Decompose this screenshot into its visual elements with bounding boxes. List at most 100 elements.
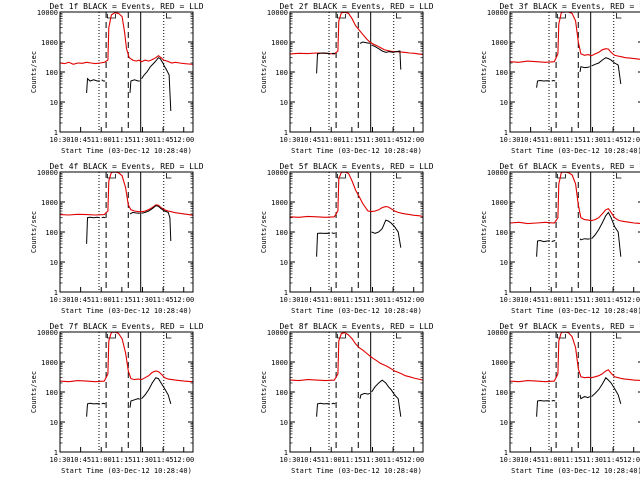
x-axis-label: Start Time (03-Dec-12 10:28:40) bbox=[511, 307, 640, 315]
series-line-red-lld bbox=[59, 171, 194, 216]
y-tick-label: 10 bbox=[280, 259, 288, 267]
y-tick-label: 10000 bbox=[267, 169, 288, 177]
x-tick-label: 12:00 bbox=[173, 456, 194, 464]
x-tick-label: 10:45 bbox=[70, 456, 91, 464]
y-tick-label: 10000 bbox=[267, 329, 288, 337]
y-tick-label: 10 bbox=[280, 419, 288, 427]
x-tick-label: 11:45 bbox=[603, 456, 624, 464]
y-tick-label: 1 bbox=[504, 289, 508, 297]
plot-frame bbox=[509, 11, 640, 133]
y-tick-label: 1000 bbox=[41, 359, 58, 367]
series-line-red-lld bbox=[509, 171, 640, 225]
series-line-black-events bbox=[371, 379, 402, 417]
x-tick-label: 11:45 bbox=[153, 456, 174, 464]
plot-frame bbox=[509, 171, 640, 293]
plot-frame bbox=[289, 11, 424, 133]
detector-panel-8: Det 8f BLACK = Events, RED = LLD Counts/s… bbox=[260, 322, 434, 475]
x-tick-label: 10:30 bbox=[279, 456, 300, 464]
plot-title: Det 1f BLACK = Events, RED = LLD bbox=[49, 2, 203, 11]
y-axis-label: Counts/sec bbox=[30, 371, 38, 413]
y-axis-label: Counts/sec bbox=[30, 211, 38, 253]
series-line-black-events bbox=[359, 41, 370, 44]
y-tick-label: 1 bbox=[504, 129, 508, 137]
series-line-black-events bbox=[141, 205, 172, 242]
x-tick-label: 12:00 bbox=[623, 296, 640, 304]
x-tick-label: 10:45 bbox=[520, 296, 541, 304]
series-line-black-events bbox=[101, 402, 106, 405]
x-tick-label: 10:30 bbox=[499, 456, 520, 464]
x-axis-label: Start Time (03-Dec-12 10:28:40) bbox=[511, 147, 640, 155]
y-tick-label: 10 bbox=[50, 99, 58, 107]
series-line-black-events bbox=[551, 240, 556, 243]
x-tick-label: 12:00 bbox=[403, 296, 424, 304]
x-tick-label: 11:30 bbox=[132, 136, 153, 144]
y-tick-label: 10000 bbox=[487, 329, 508, 337]
y-tick-label: 1 bbox=[54, 129, 58, 137]
y-tick-label: 100 bbox=[45, 389, 58, 397]
series-line-black-events bbox=[316, 52, 330, 74]
y-tick-label: 10000 bbox=[267, 9, 288, 17]
x-tick-label: 10:30 bbox=[49, 456, 70, 464]
x-tick-label: 11:30 bbox=[362, 296, 383, 304]
plot-frame bbox=[509, 331, 640, 453]
detector-panel-7: Det 7f BLACK = Events, RED = LLD Counts/s… bbox=[30, 322, 204, 475]
series-line-black-events bbox=[579, 66, 590, 73]
x-tick-label: 12:00 bbox=[173, 296, 194, 304]
series-line-black-events bbox=[331, 402, 336, 405]
x-tick-label: 10:45 bbox=[70, 136, 91, 144]
x-tick-label: 11:45 bbox=[383, 296, 404, 304]
plot-frame bbox=[289, 331, 424, 453]
x-tick-label: 10:30 bbox=[49, 296, 70, 304]
x-tick-label: 11:30 bbox=[362, 456, 383, 464]
y-tick-label: 100 bbox=[275, 389, 288, 397]
series-line-black-events bbox=[579, 394, 591, 400]
state-glyph bbox=[396, 13, 402, 19]
y-axis-label: Counts/sec bbox=[480, 51, 488, 93]
detector-panel-9: Det 9f BLACK = Events, RED = LLD Counts/s… bbox=[480, 322, 640, 475]
y-tick-label: 10000 bbox=[487, 169, 508, 177]
plot-frame bbox=[59, 331, 194, 453]
detector-panel-3: Det 3f BLACK = Events, RED = LLD Counts/s… bbox=[480, 2, 640, 155]
y-tick-label: 10000 bbox=[37, 9, 58, 17]
state-glyph bbox=[107, 174, 116, 179]
series-line-black-events bbox=[101, 79, 106, 82]
x-tick-label: 11:30 bbox=[362, 136, 383, 144]
series-line-black-events bbox=[331, 52, 336, 55]
series-line-black-events bbox=[316, 402, 330, 417]
series-line-black-events bbox=[371, 219, 402, 248]
y-tick-label: 1 bbox=[284, 449, 288, 457]
state-glyph bbox=[396, 173, 402, 179]
x-tick-label: 11:15 bbox=[111, 136, 132, 144]
series-line-red-lld bbox=[509, 331, 640, 383]
y-tick-label: 10 bbox=[280, 99, 288, 107]
plot-title: Det 3f BLACK = Events, RED = LLD bbox=[499, 2, 640, 11]
x-tick-label: 10:30 bbox=[279, 296, 300, 304]
y-axis-label: Counts/sec bbox=[480, 371, 488, 413]
detector-panel-4: Det 4f BLACK = Events, RED = LLD Counts/s… bbox=[30, 162, 204, 315]
y-tick-label: 1 bbox=[54, 289, 58, 297]
series-line-black-events bbox=[316, 232, 330, 257]
y-tick-label: 10 bbox=[500, 259, 508, 267]
x-tick-label: 11:45 bbox=[603, 136, 624, 144]
y-tick-label: 100 bbox=[275, 69, 288, 77]
x-tick-label: 12:00 bbox=[403, 136, 424, 144]
x-tick-label: 11:45 bbox=[153, 296, 174, 304]
plot-title: Det 2f BLACK = Events, RED = LLD bbox=[279, 2, 433, 11]
series-line-black-events bbox=[591, 376, 622, 405]
detector-panel-6: Det 6f BLACK = Events, RED = LLD Counts/s… bbox=[480, 162, 640, 315]
x-tick-label: 11:00 bbox=[91, 456, 112, 464]
y-tick-label: 1000 bbox=[41, 199, 58, 207]
state-glyph bbox=[337, 14, 346, 19]
state-glyph bbox=[616, 13, 622, 19]
y-tick-label: 100 bbox=[495, 389, 508, 397]
state-glyph bbox=[557, 14, 566, 19]
y-axis-label: Counts/sec bbox=[30, 51, 38, 93]
y-tick-label: 1000 bbox=[491, 359, 508, 367]
series-line-black-events bbox=[536, 239, 550, 257]
x-tick-label: 11:00 bbox=[321, 456, 342, 464]
x-tick-label: 11:30 bbox=[132, 296, 153, 304]
state-glyph bbox=[166, 173, 172, 179]
y-tick-label: 10 bbox=[50, 259, 58, 267]
y-tick-label: 1 bbox=[504, 449, 508, 457]
